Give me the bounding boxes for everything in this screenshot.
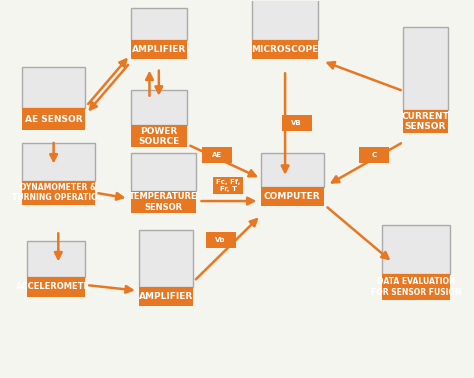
FancyBboxPatch shape	[403, 110, 447, 133]
Text: POWER
SOURCE: POWER SOURCE	[138, 127, 180, 146]
Text: Fc, Ff,
Fr, T: Fc, Ff, Fr, T	[216, 179, 240, 192]
Text: AE: AE	[212, 152, 222, 158]
Text: COMPUTER: COMPUTER	[264, 192, 320, 201]
FancyBboxPatch shape	[22, 108, 85, 130]
Text: AMPLIFIER: AMPLIFIER	[139, 292, 193, 301]
FancyBboxPatch shape	[131, 90, 187, 125]
FancyBboxPatch shape	[252, 40, 318, 59]
FancyBboxPatch shape	[22, 67, 85, 108]
Text: VB: VB	[292, 120, 302, 126]
FancyBboxPatch shape	[131, 191, 196, 214]
FancyBboxPatch shape	[22, 143, 94, 181]
FancyBboxPatch shape	[382, 274, 450, 300]
FancyBboxPatch shape	[27, 277, 85, 297]
FancyBboxPatch shape	[359, 147, 389, 163]
Text: CURRENT
SENSOR: CURRENT SENSOR	[401, 112, 449, 131]
Text: Vb: Vb	[215, 237, 226, 243]
FancyBboxPatch shape	[131, 8, 187, 40]
Text: TEMPERATURE
SENSOR: TEMPERATURE SENSOR	[129, 192, 198, 212]
FancyBboxPatch shape	[282, 115, 312, 132]
FancyBboxPatch shape	[22, 181, 94, 205]
FancyBboxPatch shape	[252, 0, 318, 40]
Text: ACCELEROMETER: ACCELEROMETER	[16, 282, 96, 291]
Text: AE SENSOR: AE SENSOR	[25, 115, 82, 124]
FancyBboxPatch shape	[261, 187, 324, 206]
FancyBboxPatch shape	[131, 125, 187, 147]
Text: DATA EVALUATION
FOR SENSOR FUSION: DATA EVALUATION FOR SENSOR FUSION	[371, 277, 461, 297]
FancyBboxPatch shape	[206, 232, 236, 248]
FancyBboxPatch shape	[27, 241, 85, 277]
FancyBboxPatch shape	[261, 153, 324, 187]
Text: AMPLIFIER: AMPLIFIER	[132, 45, 186, 54]
FancyBboxPatch shape	[139, 287, 193, 306]
Text: MICROSCOPE: MICROSCOPE	[252, 45, 319, 54]
FancyBboxPatch shape	[131, 40, 187, 59]
FancyBboxPatch shape	[403, 27, 447, 110]
Text: DYNAMOMETER &
TURNING OPERATION: DYNAMOMETER & TURNING OPERATION	[12, 183, 104, 203]
FancyBboxPatch shape	[202, 147, 232, 163]
FancyBboxPatch shape	[131, 153, 196, 191]
FancyBboxPatch shape	[213, 177, 243, 194]
FancyBboxPatch shape	[139, 231, 193, 287]
Text: C: C	[371, 152, 376, 158]
FancyBboxPatch shape	[382, 225, 450, 274]
